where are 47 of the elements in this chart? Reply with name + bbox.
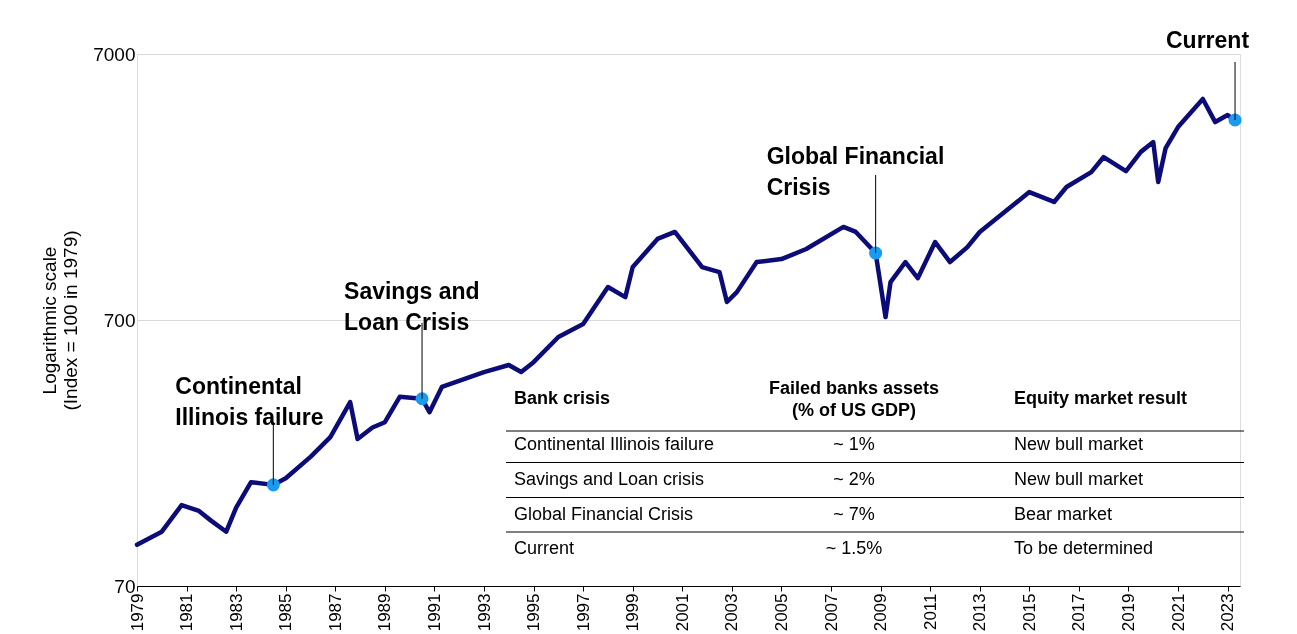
annotation: Global Financial Crisis [514, 504, 694, 524]
x-tick-label: 2001 [672, 593, 692, 632]
x-tick-label: 1995 [524, 593, 544, 632]
annotation: Failed banks assets (% of US GDP) [768, 378, 940, 420]
x-tick-label: 1993 [474, 593, 494, 632]
annotation: To be determined [1014, 538, 1154, 558]
annotation: Current [1165, 27, 1250, 54]
annotation: ~ 1% [833, 434, 875, 454]
annotation: Bear market [1014, 504, 1113, 524]
x-tick-label: 1979 [127, 593, 147, 632]
annotation: ~ 7% [833, 504, 875, 524]
x-tick-label: 2013 [970, 593, 990, 632]
annotation: Savings and Loan Crisis [344, 277, 480, 335]
y-axis-title: Logarithmic scale (Index = 100 in 1979) [39, 230, 82, 411]
annotation: Current [514, 538, 575, 558]
x-tick-label: 2023 [1218, 593, 1238, 632]
annotation: ~ 1.5% [825, 538, 883, 558]
x-tick-label: 1983 [226, 593, 246, 632]
x-tick-label: 2019 [1118, 593, 1138, 632]
x-tick-label: 1989 [375, 593, 395, 632]
annotation: New bull market [1014, 434, 1144, 454]
x-tick-label: 2007 [821, 593, 841, 632]
x-tick-label: 2021 [1168, 593, 1188, 632]
x-tick-label: 2017 [1069, 593, 1089, 632]
x-tick-label: 1985 [276, 593, 296, 632]
x-tick-label: 2003 [722, 593, 742, 632]
point [869, 246, 883, 260]
annotation: Bank crisis [514, 388, 611, 408]
x-tick-label: 1999 [623, 593, 643, 632]
x-tick-label: 1981 [177, 593, 197, 632]
annotation: Continental Illinois failure [514, 434, 715, 454]
x-tick-label: 1997 [573, 593, 593, 632]
y-tick-label: 7000 [93, 43, 136, 65]
annotation: New bull market [1014, 469, 1144, 489]
annotation: Global Financial Crisis [766, 143, 945, 201]
annotation: Continental Illinois failure [175, 372, 324, 430]
x-tick-label: 2005 [771, 593, 791, 632]
x-tick-label: 1987 [325, 593, 345, 632]
annotation: ~ 2% [833, 469, 875, 489]
point [266, 478, 280, 492]
x-tick-label: 2011 [920, 593, 940, 631]
y-tick-label: 700 [103, 309, 136, 331]
x-tick-label: 2009 [871, 593, 891, 632]
annotation: Equity market result [1014, 388, 1188, 408]
x-tick-label: 1991 [424, 593, 444, 632]
annotation: Savings and Loan crisis [514, 469, 705, 489]
x-tick-label: 2015 [1019, 593, 1039, 632]
